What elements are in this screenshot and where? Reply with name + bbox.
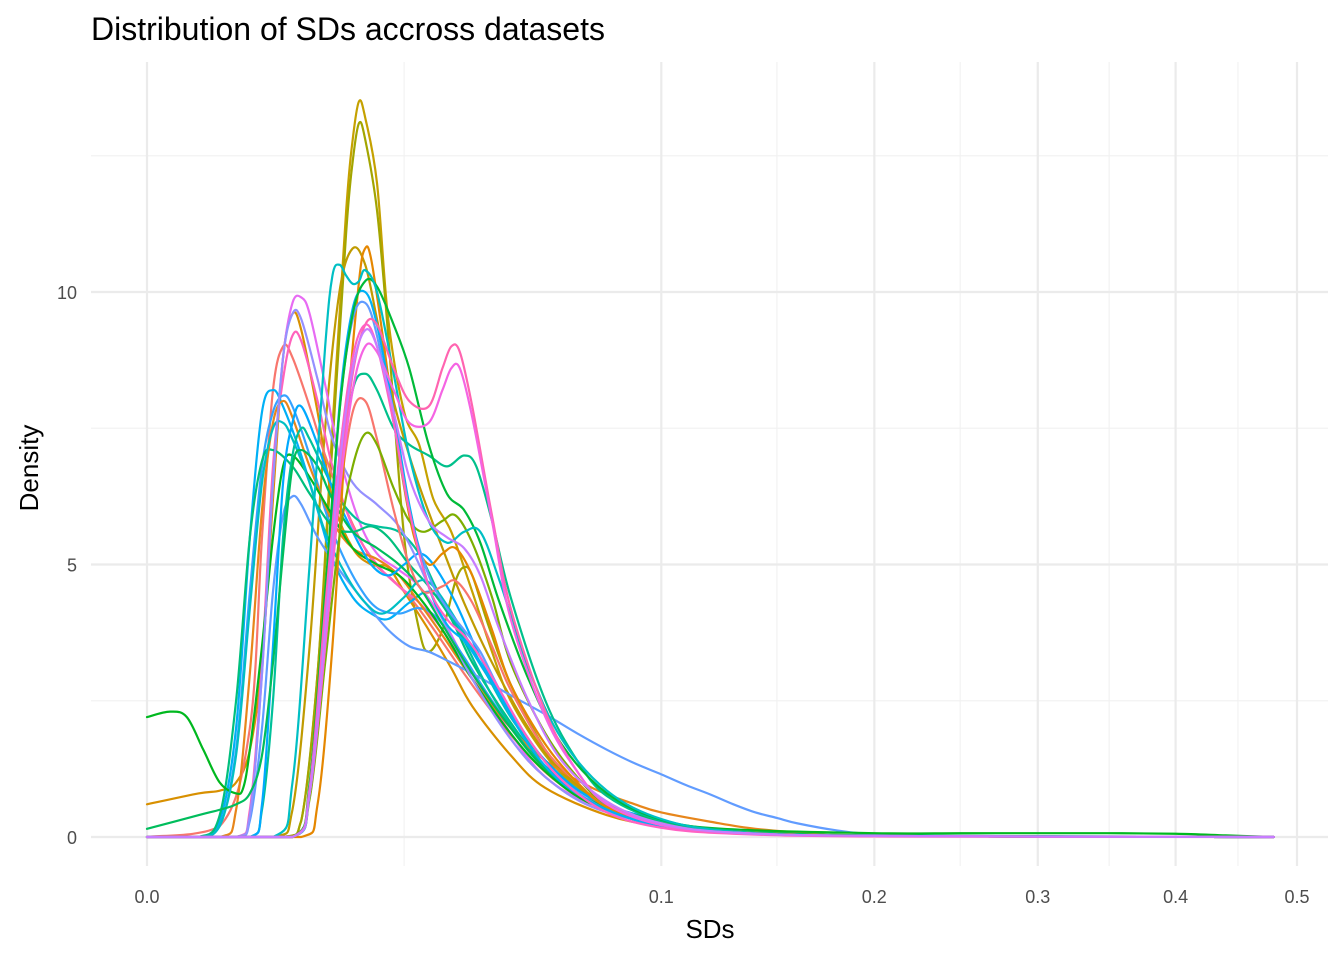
density-curve-21 bbox=[145, 431, 1275, 839]
y-tick-label: 0 bbox=[67, 828, 77, 848]
y-tick-label: 10 bbox=[57, 283, 77, 303]
x-tick-label: 0.2 bbox=[862, 887, 887, 907]
x-tick-label: 0.5 bbox=[1284, 887, 1309, 907]
x-tick-label: 0.3 bbox=[1025, 887, 1050, 907]
density-curve-30 bbox=[145, 328, 1275, 839]
density-curve-5 bbox=[145, 343, 1275, 839]
x-tick-label: 0.1 bbox=[649, 887, 674, 907]
x-axis-title: SDs bbox=[685, 914, 734, 944]
density-curve-13 bbox=[145, 453, 1275, 839]
density-curve-26 bbox=[145, 263, 1275, 839]
density-curve-8 bbox=[145, 388, 1275, 839]
y-tick-label: 5 bbox=[67, 556, 77, 576]
density-curve-28 bbox=[145, 342, 1275, 839]
axes: 0.0 0.1 0.2 0.3 0.4 0.5 0 5 10 bbox=[57, 283, 1310, 907]
density-curve-11 bbox=[145, 399, 1275, 839]
series-layer bbox=[145, 99, 1275, 839]
density-curve-29 bbox=[145, 323, 1275, 839]
x-tick-label: 0.4 bbox=[1163, 887, 1188, 907]
grid bbox=[91, 62, 1328, 866]
x-tick-label: 0.0 bbox=[134, 887, 159, 907]
y-axis-title: Density bbox=[14, 425, 44, 512]
chart-title: Distribution of SDs accross datasets bbox=[91, 11, 605, 47]
